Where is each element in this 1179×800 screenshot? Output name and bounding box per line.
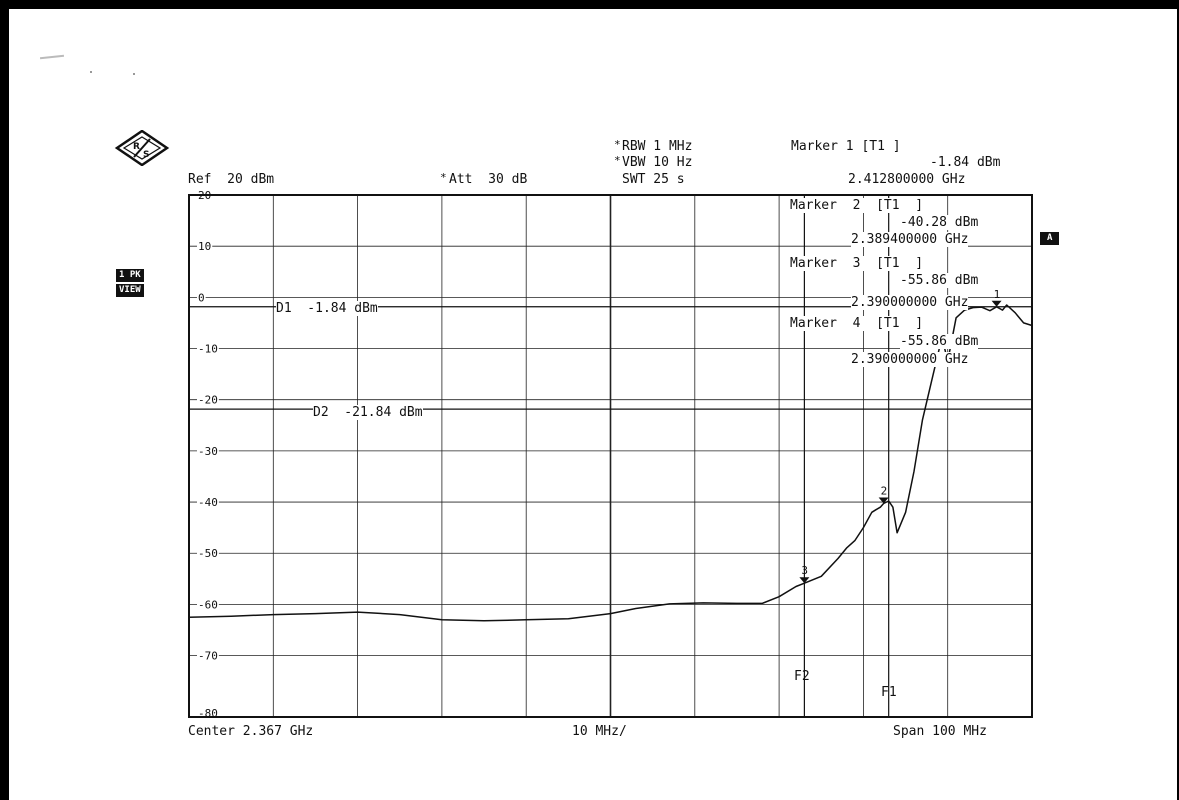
y-tick-label: -30: [198, 445, 218, 458]
plot-frame: [188, 194, 1033, 718]
marker2-frequency: 2.389400000 GHz: [851, 232, 969, 247]
marker4-title: Marker 4 [T1 ]: [790, 316, 924, 331]
marker-number-label: 3: [801, 564, 808, 577]
y-tick-bg: [197, 444, 219, 458]
ref-level-label: Ref 20 dBm: [188, 172, 275, 187]
sweep-time-label: SWT 25 s: [622, 172, 685, 187]
trace-detector-badge: 1 PK: [116, 269, 144, 282]
svg-text:R: R: [133, 142, 140, 152]
scan-speck: [133, 73, 135, 75]
y-tick-bg: [197, 649, 219, 663]
y-tick-label: -40: [198, 496, 218, 509]
vbw-label: VBW 10 Hz: [622, 155, 693, 170]
y-tick-bg: [197, 598, 219, 612]
marker-number-label: 2: [881, 484, 888, 497]
scan-speck: [90, 71, 92, 73]
y-tick-bg: [197, 547, 219, 561]
attenuation-label: Att 30 dB: [449, 172, 528, 187]
marker3-frequency: 2.390000000 GHz: [851, 295, 969, 310]
trace-line: [188, 304, 1033, 622]
trace-a-badge: A: [1040, 232, 1060, 245]
y-tick-label: -50: [198, 547, 218, 560]
y-tick-bg: [197, 496, 219, 510]
marker2-title: Marker 2 [T1 ]: [790, 198, 924, 213]
trace-view-badge: VIEW: [116, 284, 144, 297]
y-tick-bg: [197, 342, 219, 356]
y-tick-label: -60: [198, 598, 218, 611]
rbw-star: *: [614, 138, 621, 151]
y-tick-label: 10: [198, 240, 211, 253]
marker4-level: -55.86 dBm: [900, 334, 979, 349]
y-tick-bg: [197, 393, 219, 407]
span-per-division-label: 10 MHz/: [572, 724, 627, 739]
marker2-level: -40.28 dBm: [900, 215, 979, 230]
marker-number-label: 1: [994, 288, 1001, 301]
marker1-title: Marker 1 [T1 ]: [791, 139, 901, 154]
y-tick-label: -20: [198, 394, 218, 407]
marker-triangle: [799, 577, 810, 584]
marker-triangle: [991, 300, 1002, 307]
rbw-label: RBW 1 MHz: [622, 139, 693, 154]
svg-text:S: S: [143, 150, 149, 160]
display-line-d2-label: D2 -21.84 dBm: [313, 405, 423, 420]
att-star: *: [440, 171, 447, 184]
span-label: Span 100 MHz: [893, 724, 987, 739]
marker1-frequency: 2.412800000 GHz: [848, 172, 966, 187]
marker3-title: Marker 3 [T1 ]: [790, 256, 924, 271]
center-frequency-label: Center 2.367 GHz: [188, 724, 314, 739]
marker1-level: -1.84 dBm: [930, 155, 1001, 170]
marker3-level: -55.86 dBm: [900, 273, 979, 288]
freq-line-f2-label: F2: [794, 669, 810, 684]
display-line-d1-label: D1 -1.84 dBm: [276, 301, 378, 316]
y-tick-label: 0: [198, 291, 205, 304]
vbw-star: *: [614, 154, 621, 167]
y-tick-label: -70: [198, 650, 218, 663]
y-tick-bg: [197, 240, 213, 254]
marker4-frequency: 2.390000000 GHz: [851, 352, 969, 367]
rohde-schwarz-logo-icon: R S: [114, 130, 170, 166]
freq-line-f1-label: F1: [881, 685, 897, 700]
marker-triangle: [878, 497, 889, 504]
y-tick-label: -10: [198, 343, 218, 356]
y-tick-bg: [197, 291, 206, 305]
